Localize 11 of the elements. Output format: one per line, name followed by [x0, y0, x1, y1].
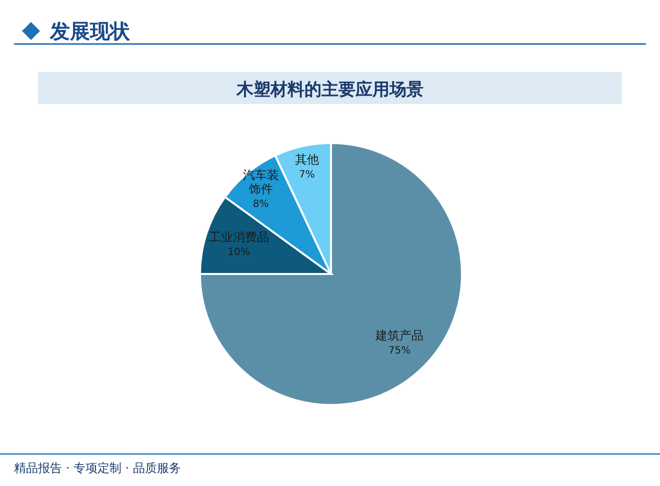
- chart-title: 木塑材料的主要应用场景: [236, 79, 424, 100]
- data-label: 10%: [228, 247, 250, 258]
- slice-label: 工业消费品: [208, 230, 269, 244]
- slice-label: 建筑产品: [374, 328, 424, 343]
- slice-label: 其他: [294, 152, 319, 167]
- text: 发展现状: [49, 19, 131, 43]
- text: 精品报告 · 专项定制 · 品质服务: [14, 461, 181, 475]
- data-label: 7%: [299, 170, 315, 181]
- data-label: 8%: [252, 199, 269, 210]
- pie-slice: [199, 142, 463, 406]
- data-label: 75%: [388, 346, 411, 357]
